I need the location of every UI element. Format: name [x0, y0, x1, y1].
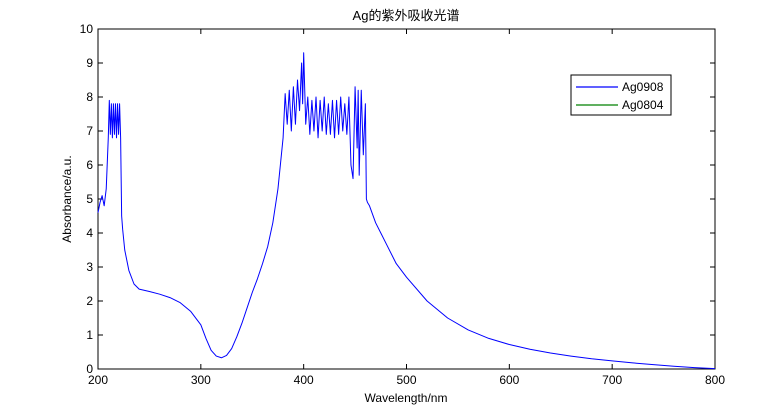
y-tick-label: 2	[86, 294, 93, 308]
y-tick-label: 1	[86, 328, 93, 342]
y-tick-label: 0	[86, 362, 93, 376]
axis-ticks: 200 300 400 500 600 700 800 0 1 2 3 4 5 6 7 8 9 10	[80, 22, 726, 387]
y-axis-label: Absorbance/a.u.	[60, 155, 74, 242]
y-tick-label: 3	[86, 260, 93, 274]
y-tick-label: 9	[86, 56, 93, 70]
x-tick-label: 500	[396, 373, 416, 387]
series-layer	[97, 52, 716, 370]
x-tick-label: 800	[705, 373, 725, 387]
legend-entry-ag0804: Ag0804	[622, 98, 664, 112]
x-tick-label: 300	[191, 373, 211, 387]
x-axis-label: Wavelength/nm	[365, 391, 448, 405]
x-tick-label: 700	[602, 373, 622, 387]
series-line-ag0908	[97, 52, 716, 370]
x-tick-label: 600	[499, 373, 519, 387]
y-tick-label: 6	[86, 158, 93, 172]
legend-box	[570, 74, 672, 116]
y-tick-label: 10	[80, 22, 94, 36]
y-tick-label: 5	[86, 192, 93, 206]
y-tick-label: 8	[86, 90, 93, 104]
y-tick-label: 4	[86, 226, 93, 240]
chart-title: Ag的紫外吸收光谱	[353, 8, 460, 23]
y-tick-label: 7	[86, 124, 93, 138]
x-tick-label: 200	[88, 373, 108, 387]
legend-entry-ag0908: Ag0908	[622, 80, 664, 94]
x-tick-label: 400	[294, 373, 314, 387]
legend: Ag0908 Ag0804	[570, 74, 672, 116]
